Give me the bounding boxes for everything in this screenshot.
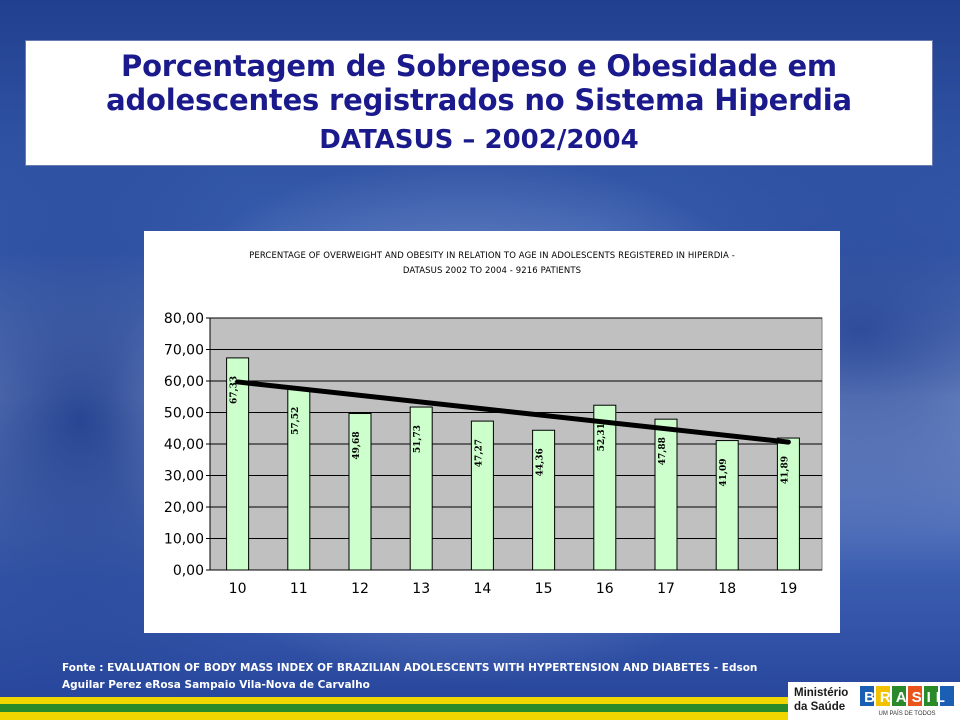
data-label: 49,68 bbox=[352, 431, 362, 459]
source-line2: Aguilar Perez eRosa Sampaio Vila-Nova de… bbox=[62, 679, 370, 691]
chart-title-line2: DATASUS 2002 TO 2004 - 9216 PATIENTS bbox=[402, 266, 582, 276]
page-subtitle: DATASUS – 2002/2004 bbox=[319, 125, 639, 155]
page-title-line2: adolescentes registrados no Sistema Hipe… bbox=[106, 83, 852, 117]
brasil-tagline: UM PAÍS DE TODOS bbox=[878, 710, 935, 717]
stripe-green bbox=[0, 704, 790, 712]
data-label: 51,73 bbox=[413, 425, 423, 453]
ministerio-line1: Ministério bbox=[794, 687, 849, 699]
y-tick-label: 20,00 bbox=[164, 500, 204, 516]
y-tick-label: 0,00 bbox=[173, 563, 204, 579]
data-label: 41,89 bbox=[780, 456, 790, 484]
stripe-yellow-2 bbox=[0, 712, 790, 720]
x-tick-label: 12 bbox=[351, 581, 369, 597]
x-tick-label: 17 bbox=[657, 581, 675, 597]
x-tick-label: 13 bbox=[412, 581, 430, 597]
page-title-line1: Porcentagem de Sobrepeso e Obesidade em bbox=[121, 49, 837, 83]
stripe-yellow bbox=[0, 697, 790, 704]
x-tick-label: 18 bbox=[718, 581, 736, 597]
source-note: Fonte : EVALUATION OF BODY MASS INDEX OF… bbox=[62, 660, 902, 694]
y-tick-label: 30,00 bbox=[164, 469, 204, 485]
x-tick-label: 15 bbox=[535, 581, 553, 597]
data-label: 52,31 bbox=[597, 423, 607, 451]
y-tick-label: 70,00 bbox=[164, 343, 204, 359]
brasil-logo: BRASIL UM PAÍS DE TODOS bbox=[860, 686, 954, 717]
y-tick-label: 60,00 bbox=[164, 374, 204, 390]
y-tick-label: 10,00 bbox=[164, 532, 204, 548]
ministerio-line2: da Saúde bbox=[794, 701, 846, 713]
data-label: 47,88 bbox=[658, 437, 668, 465]
title-box: Porcentagem de Sobrepeso e Obesidade em … bbox=[25, 40, 933, 166]
x-tick-label: 14 bbox=[473, 581, 491, 597]
x-tick-label: 11 bbox=[290, 581, 308, 597]
x-tick-label: 19 bbox=[779, 581, 797, 597]
ministerio-logo: Ministério da Saúde bbox=[794, 686, 848, 714]
flag-stripes bbox=[0, 697, 790, 720]
data-label: 41,09 bbox=[719, 458, 729, 486]
data-label: 57,52 bbox=[291, 407, 301, 435]
data-label: 47,27 bbox=[474, 439, 484, 467]
source-line1: Fonte : EVALUATION OF BODY MASS INDEX OF… bbox=[62, 662, 758, 674]
data-label: 44,36 bbox=[536, 448, 546, 476]
x-tick-label: 16 bbox=[596, 581, 614, 597]
y-tick-label: 40,00 bbox=[164, 437, 204, 453]
x-tick-label: 10 bbox=[229, 581, 247, 597]
y-tick-label: 80,00 bbox=[164, 311, 204, 327]
trendline bbox=[235, 379, 791, 445]
brasil-logo-text: BRASIL bbox=[864, 689, 950, 706]
chart-panel: PERCENTAGE OF OVERWEIGHT AND OBESITY IN … bbox=[144, 231, 840, 633]
bar-chart: 0,00 10,00 20,00 30,00 40,00 50,00 60,00 70,00 8… bbox=[164, 311, 823, 597]
government-logo: Ministério da Saúde BRASIL UM PAÍS DE TO… bbox=[788, 682, 960, 720]
chart-title-line1: PERCENTAGE OF OVERWEIGHT AND OBESITY IN … bbox=[249, 251, 735, 261]
y-tick-label: 50,00 bbox=[164, 406, 204, 422]
data-label: 67,33 bbox=[230, 376, 240, 404]
